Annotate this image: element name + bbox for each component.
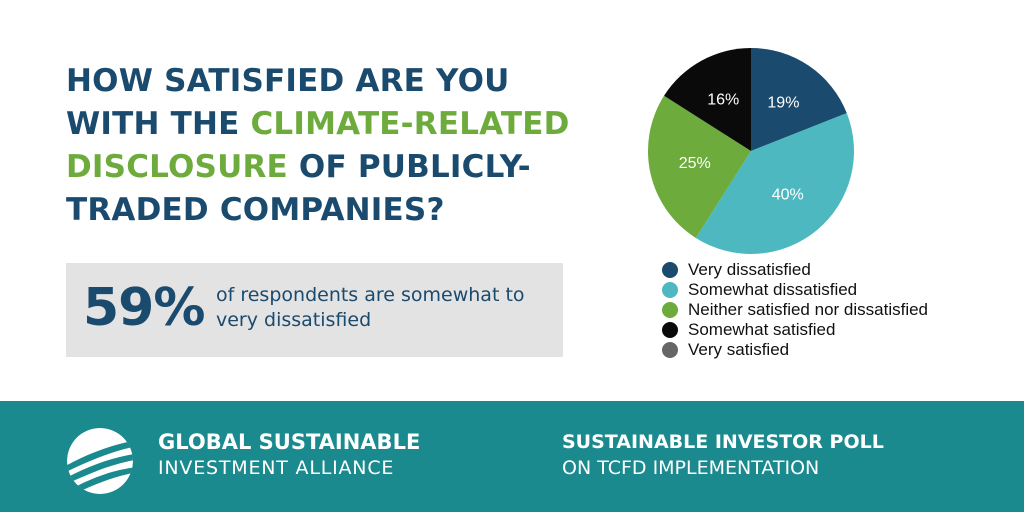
legend-label: Somewhat dissatisfied <box>688 280 858 299</box>
pie-slice-very-dissatisfied <box>751 48 847 151</box>
headline-line-4: TRADED COMPANIES? <box>66 189 586 232</box>
headline-text: TRADED COMPANIES? <box>66 192 445 228</box>
footer-banner: GLOBAL SUSTAINABLE INVESTMENT ALLIANCE S… <box>0 401 1024 512</box>
stat-description: of respondents are somewhat to very diss… <box>216 284 525 331</box>
legend-item: Very dissatisfied <box>662 260 928 280</box>
legend-label: Very dissatisfied <box>688 260 811 279</box>
headline-line-1: HOW SATISFIED ARE YOU <box>66 60 586 103</box>
organization-name: GLOBAL SUSTAINABLE INVESTMENT ALLIANCE <box>158 429 420 481</box>
legend-label: Very satisfied <box>688 340 790 359</box>
headline-line-3: DISCLOSURE OF PUBLICLY- <box>66 146 586 189</box>
organization-name-line-2: INVESTMENT ALLIANCE <box>158 457 395 479</box>
headline-text: WITH THE <box>66 106 251 142</box>
headline-line-2: WITH THE CLIMATE-RELATED <box>66 103 586 146</box>
headline-text: OF PUBLICLY- <box>287 149 531 185</box>
legend-swatch <box>662 322 678 338</box>
legend-item: Somewhat satisfied <box>662 320 928 340</box>
poll-title-line-2: ON TCFD IMPLEMENTATION <box>562 457 820 479</box>
legend-label: Somewhat satisfied <box>688 320 836 339</box>
headline-accent: DISCLOSURE <box>66 149 288 185</box>
legend-swatch <box>662 262 678 278</box>
pie-slice-label: 40% <box>772 187 804 204</box>
organization-name-line-1: GLOBAL SUSTAINABLE <box>158 430 421 454</box>
legend-swatch <box>662 342 678 358</box>
legend-item: Neither satisfied nor dissatisfied <box>662 300 928 320</box>
legend-item: Somewhat dissatisfied <box>662 280 928 300</box>
stat-value: 59% <box>83 278 205 338</box>
globe-swoosh-icon <box>67 428 133 494</box>
pie-slice-neither-satisfied-nor-dissatisfied <box>648 95 751 238</box>
legend-item: Very satisfied <box>662 340 928 360</box>
legend-swatch <box>662 282 678 298</box>
stat-box: 59% of respondents are somewhat to very … <box>66 263 563 357</box>
pie-slice-label: 25% <box>679 155 711 172</box>
headline-text: HOW SATISFIED ARE YOU <box>66 63 510 99</box>
headline: HOW SATISFIED ARE YOU WITH THE CLIMATE-R… <box>66 60 586 232</box>
pie-slice-label: 16% <box>707 92 739 109</box>
chart-legend: Very dissatisfied Somewhat dissatisfied Ne… <box>662 260 928 360</box>
pie-chart: 19% 40% 25% 16% <box>648 48 854 255</box>
legend-swatch <box>662 302 678 318</box>
legend-label: Neither satisfied nor dissatisfied <box>688 300 929 319</box>
pie-slice-somewhat-satisfied <box>664 48 751 151</box>
pie-slice-somewhat-dissatisfied <box>695 113 854 255</box>
poll-title: SUSTAINABLE INVESTOR POLL ON TCFD IMPLEM… <box>562 429 884 481</box>
headline-accent: CLIMATE-RELATED <box>250 106 570 142</box>
poll-title-line-1: SUSTAINABLE INVESTOR POLL <box>562 431 884 453</box>
pie-slice-label: 19% <box>767 95 799 112</box>
